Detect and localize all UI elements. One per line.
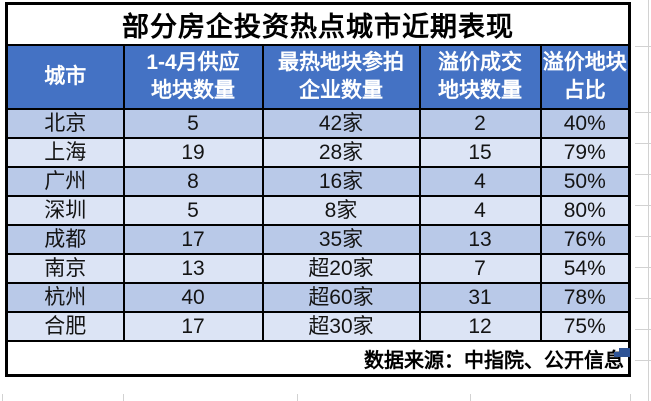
background-gridline (635, 205, 651, 206)
table-cell[interactable]: 17 (122, 224, 264, 255)
background-gridline (635, 174, 651, 175)
title-row: 部分房企投资热点城市近期表现 (5, 2, 631, 46)
background-gridline (635, 360, 651, 361)
table-cell[interactable]: 42家 (261, 108, 421, 139)
col-header-city[interactable]: 城市 (5, 44, 125, 110)
table-row: 深圳 5 8家 4 80% (5, 195, 631, 226)
background-gridline (635, 236, 651, 237)
background-gridline (648, 0, 649, 401)
table-cell[interactable]: 4 (418, 166, 542, 197)
table-cell[interactable]: 75% (539, 311, 631, 342)
table-cell[interactable]: 31 (418, 282, 542, 313)
table-cell[interactable]: 合肥 (5, 311, 125, 342)
table-cell[interactable]: 8家 (261, 195, 421, 226)
table-cell[interactable]: 13 (122, 253, 264, 284)
table-cell[interactable]: 7 (418, 253, 542, 284)
table-cell[interactable]: 北京 (5, 108, 125, 139)
table-cell[interactable]: 成都 (5, 224, 125, 255)
table-cell[interactable]: 5 (122, 195, 264, 226)
table-cell[interactable]: 南京 (5, 253, 125, 284)
table-cell[interactable]: 5 (122, 108, 264, 139)
footer-row: 数据来源：中指院、公开信息 (5, 340, 631, 377)
hot-cities-table: 部分房企投资热点城市近期表现 城市 1-4月供应 地块数量 最热地块参拍 企业数… (5, 2, 631, 377)
table-cell[interactable]: 4 (418, 195, 542, 226)
table-cell[interactable]: 35家 (261, 224, 421, 255)
table-cell[interactable]: 超30家 (261, 311, 421, 342)
background-gridline (635, 46, 651, 47)
table-cell[interactable]: 超20家 (261, 253, 421, 284)
table-cell[interactable]: 17 (122, 311, 264, 342)
background-gridline (2, 394, 3, 401)
table-cell[interactable]: 2 (418, 108, 542, 139)
source-note[interactable]: 数据来源：中指院、公开信息 (5, 340, 631, 377)
header-row: 城市 1-4月供应 地块数量 最热地块参拍 企业数量 溢价成交 地块数量 溢价地… (5, 44, 631, 110)
table-cell[interactable]: 15 (418, 137, 542, 168)
background-gridline (470, 394, 471, 401)
table-row: 南京 13 超20家 7 54% (5, 253, 631, 284)
table-cell[interactable]: 13 (418, 224, 542, 255)
table-row: 杭州 40 超60家 31 78% (5, 282, 631, 313)
background-gridline (635, 298, 651, 299)
table-cell[interactable]: 79% (539, 137, 631, 168)
table-title[interactable]: 部分房企投资热点城市近期表现 (5, 2, 631, 46)
background-gridline (635, 267, 651, 268)
table-row: 上海 19 28家 15 79% (5, 137, 631, 168)
table-row: 合肥 17 超30家 12 75% (5, 311, 631, 342)
table-row: 成都 17 35家 13 76% (5, 224, 631, 255)
selection-fill-handle[interactable] (614, 352, 620, 357)
table-cell[interactable]: 80% (539, 195, 631, 226)
col-header-supply[interactable]: 1-4月供应 地块数量 (122, 44, 264, 110)
table-cell[interactable]: 广州 (5, 166, 125, 197)
background-gridline (635, 112, 651, 113)
table-row: 北京 5 42家 2 40% (5, 108, 631, 139)
background-gridline (297, 394, 298, 401)
table-cell[interactable]: 超60家 (261, 282, 421, 313)
col-header-premium-share[interactable]: 溢价地块 占比 (539, 44, 631, 110)
table-cell[interactable]: 16家 (261, 166, 421, 197)
col-header-premium-count[interactable]: 溢价成交 地块数量 (418, 44, 542, 110)
col-header-bidders[interactable]: 最热地块参拍 企业数量 (261, 44, 421, 110)
table-cell[interactable]: 12 (418, 311, 542, 342)
table-cell[interactable]: 8 (122, 166, 264, 197)
table-cell[interactable]: 50% (539, 166, 631, 197)
table-cell[interactable]: 杭州 (5, 282, 125, 313)
table-cell[interactable]: 28家 (261, 137, 421, 168)
table-cell[interactable]: 40% (539, 108, 631, 139)
table-cell[interactable]: 深圳 (5, 195, 125, 226)
table-cell[interactable]: 78% (539, 282, 631, 313)
background-gridline (123, 394, 124, 401)
table-cell[interactable]: 54% (539, 253, 631, 284)
table-cell[interactable]: 19 (122, 137, 264, 168)
table-cell[interactable]: 上海 (5, 137, 125, 168)
selection-fill-handle[interactable] (619, 348, 630, 357)
background-gridline (635, 143, 651, 144)
background-gridline (630, 394, 631, 401)
background-gridline (635, 329, 651, 330)
table-cell[interactable]: 40 (122, 282, 264, 313)
table-row: 广州 8 16家 4 50% (5, 166, 631, 197)
table-cell[interactable]: 76% (539, 224, 631, 255)
